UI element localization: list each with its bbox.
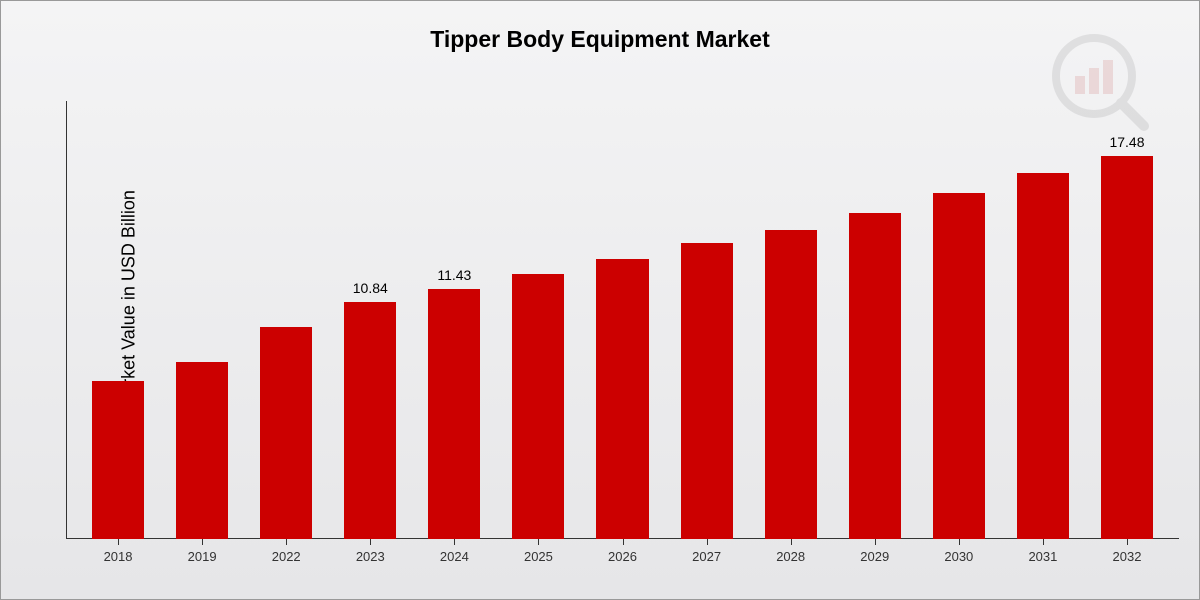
x-axis-label: 2029 [833,549,917,564]
bar-value-label: 17.48 [1109,134,1144,150]
x-axis-label: 2026 [580,549,664,564]
x-axis-label: 2022 [244,549,328,564]
bar-value-label: 10.84 [353,280,388,296]
bar-slot [833,101,917,539]
x-axis-label: 2030 [917,549,1001,564]
x-tick [959,539,960,545]
x-tick [118,539,119,545]
x-axis-label: 2024 [412,549,496,564]
x-axis-label: 2032 [1085,549,1169,564]
bar-slot: 11.43 [412,101,496,539]
bar [933,193,985,539]
bar-slot [917,101,1001,539]
x-tick [454,539,455,545]
chart-container: Tipper Body Equipment Market Market Valu… [0,0,1200,600]
bar [765,230,817,539]
x-tick [1043,539,1044,545]
bar-value-label: 11.43 [437,267,471,283]
x-axis-label: 2018 [76,549,160,564]
bar [849,213,901,539]
bar-slot [76,101,160,539]
bar-slot [160,101,244,539]
plot-area: 10.84 11.43 17.48 [66,101,1179,539]
x-tick [791,539,792,545]
x-axis-label: 2027 [665,549,749,564]
x-axis-label: 2031 [1001,549,1085,564]
x-tick [1127,539,1128,545]
x-tick [707,539,708,545]
x-axis-label: 2028 [749,549,833,564]
bar-slot [665,101,749,539]
bar-slot [580,101,664,539]
x-axis-label: 2019 [160,549,244,564]
x-tick [623,539,624,545]
bar-slot [1001,101,1085,539]
bar [596,259,648,539]
x-tick [286,539,287,545]
bar [260,327,312,539]
bar: 17.48 [1101,156,1153,539]
y-axis-line [66,101,67,539]
bar-slot [749,101,833,539]
bar [176,362,228,539]
bar [512,274,564,539]
bar-slot: 10.84 [328,101,412,539]
bar: 10.84 [344,302,396,539]
bar-slot: 17.48 [1085,101,1169,539]
x-tick [538,539,539,545]
x-axis-label: 2023 [328,549,412,564]
bar: 11.43 [428,289,480,539]
x-tick [370,539,371,545]
x-tick [202,539,203,545]
x-axis-label: 2025 [496,549,580,564]
bar [92,381,144,539]
bar [681,243,733,539]
bar [1017,173,1069,539]
x-tick [875,539,876,545]
bars-group: 10.84 11.43 17.48 [76,101,1169,539]
bar-slot [496,101,580,539]
bar-slot [244,101,328,539]
chart-title: Tipper Body Equipment Market [1,26,1199,53]
x-axis-labels: 2018201920222023202420252026202720282029… [76,549,1169,564]
